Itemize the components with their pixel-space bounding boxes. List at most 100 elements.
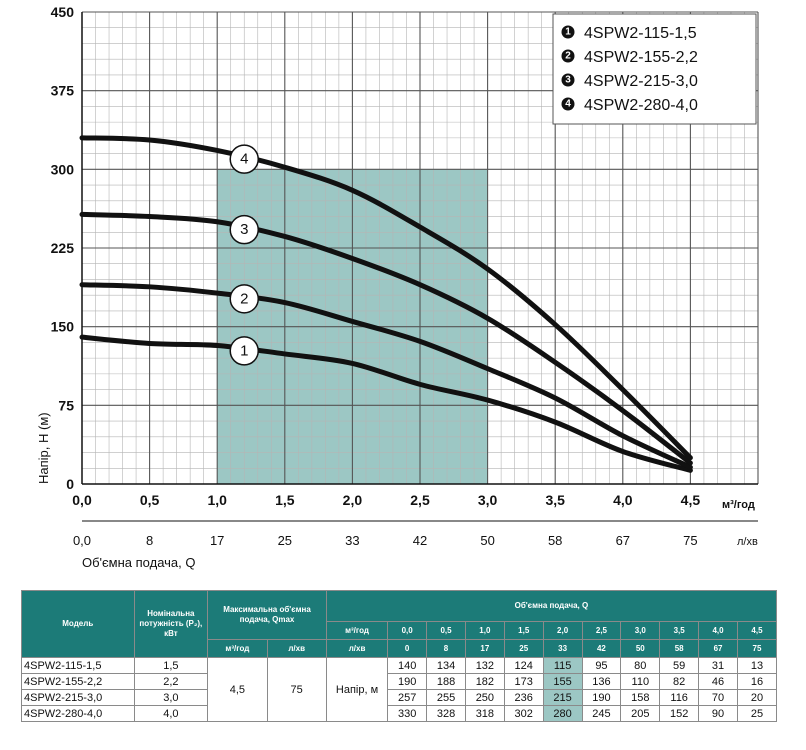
table-row: 4SPW2-215-3,0 3,0 257 255 250 236 215 190 158 116… — [21, 689, 778, 706]
legend: 1 4SPW2-115-1,5 2 4SPW2-155-2,2 3 4SPW2-215-3… — [561, 25, 698, 114]
th-model: Модель — [21, 590, 135, 658]
spec-table: Модель Номінальна потужність (P₂), кВт М… — [21, 590, 778, 722]
curve-marker-circle — [229, 214, 259, 245]
cell-head: 280 — [542, 705, 583, 722]
y-tick-label: 375 — [51, 83, 75, 99]
curve-marker-number: 2 — [240, 290, 248, 307]
x2-tick-label: 42 — [413, 533, 427, 548]
th-flow-lmin: 8 — [426, 639, 466, 658]
cell-power: 4,0 — [133, 705, 209, 722]
th-flow-m3h: 2,5 — [581, 621, 622, 640]
x2-tick-label: 0,0 — [73, 533, 91, 548]
x-tick-labels: 0,0 0,5 1,0 1,5 2,0 2,5 3,0 3,5 4,0 4,5 — [72, 492, 700, 508]
cell-head: 90 — [698, 705, 738, 722]
th-unit-lmin: л/хв — [325, 639, 389, 658]
x2-tick-label: 8 — [146, 533, 153, 548]
th-flow-lmin: 33 — [542, 639, 583, 658]
cell-head: 136 — [581, 673, 622, 690]
cell-head: 257 — [387, 689, 428, 706]
legend-item: 4SPW2-155-2,2 — [584, 49, 698, 66]
x2-tick-label: 67 — [616, 533, 630, 548]
cell-head: 152 — [659, 705, 700, 722]
curve-4 — [79, 135, 693, 461]
x2-tick-label: 25 — [278, 533, 292, 548]
cell-head: 115 — [542, 657, 583, 674]
th-flow-m3h: 4,5 — [736, 621, 778, 640]
legend-marker — [561, 97, 575, 111]
th-flow-m3h: 2,0 — [542, 621, 583, 640]
y-axis-title: Напір, Н (м) — [36, 412, 51, 484]
y-tick-label: 150 — [51, 319, 75, 335]
th-flow-m3h: 0,0 — [387, 621, 428, 640]
legend-item: 4SPW2-280-4,0 — [584, 97, 698, 114]
x2-tick-label: 58 — [548, 533, 562, 548]
cell-head: 20 — [736, 689, 778, 706]
th-flow-lmin: 42 — [581, 639, 622, 658]
y-tick-label: 300 — [51, 161, 75, 177]
x-tick-label: 2,0 — [343, 492, 363, 508]
cell-head: 31 — [698, 657, 738, 674]
cell-head: 173 — [503, 673, 544, 690]
cell-head: 255 — [426, 689, 466, 706]
cell-head: 328 — [426, 705, 466, 722]
x-tick-label: 3,0 — [478, 492, 498, 508]
x-tick-label: 3,5 — [545, 492, 565, 508]
curve-marker-number: 3 — [240, 221, 248, 238]
x-tick-label: 2,5 — [410, 492, 430, 508]
th-flow-m3h: 3,0 — [620, 621, 661, 640]
legend-marker — [561, 49, 575, 63]
cell-head: 132 — [464, 657, 505, 674]
th-flow-lmin: 0 — [387, 639, 428, 658]
cell-head: 70 — [698, 689, 738, 706]
th-qmax: Максимальна об'ємна подача, Qmax — [207, 590, 327, 640]
curve-2 — [79, 282, 693, 470]
cell-head: 188 — [426, 673, 466, 690]
cell-qmax-m3h: 4,5 — [207, 657, 268, 722]
y-tick-label: 75 — [58, 397, 74, 413]
cell-head: 302 — [503, 705, 544, 722]
cell-head: 330 — [387, 705, 428, 722]
y-tick-label: 450 — [51, 4, 75, 20]
cell-power: 3,0 — [133, 689, 209, 706]
th-power: Номінальна потужність (P₂), кВт — [133, 590, 209, 658]
legend-item: 4SPW2-115-1,5 — [584, 25, 697, 42]
cell-model: 4SPW2-280-4,0 — [21, 705, 135, 722]
cell-head: 155 — [542, 673, 583, 690]
cell-head: 95 — [581, 657, 622, 674]
table-row: 4SPW2-280-4,0 4,0 330 328 318 302 280 245 205 152… — [21, 705, 778, 722]
cell-power: 2,2 — [133, 673, 209, 690]
cell-head: 158 — [620, 689, 661, 706]
x-tick-label: 0,0 — [72, 492, 92, 508]
th-unit-m3h: м³/год — [325, 621, 389, 640]
th-flow-lmin: 25 — [503, 639, 544, 658]
legend-item: 4SPW2-215-3,0 — [584, 73, 698, 90]
cell-head: 116 — [659, 689, 700, 706]
cell-head: 215 — [542, 689, 583, 706]
legend-marker-number: 3 — [565, 75, 571, 86]
legend-marker-number: 4 — [565, 99, 571, 110]
th-flow-m3h: 4,0 — [698, 621, 738, 640]
curve-marker-circle — [229, 336, 259, 366]
grid-major — [82, 11, 759, 484]
cell-head: 13 — [736, 657, 778, 674]
curves — [79, 135, 693, 473]
y-tick-label: 225 — [51, 240, 75, 256]
curve-marker-number: 4 — [240, 151, 248, 168]
cell-head: 134 — [426, 657, 466, 674]
th-flow-m3h: 0,5 — [426, 621, 466, 640]
x2-tick-labels: 0,0 8 17 25 33 42 50 58 67 75 — [73, 533, 698, 548]
curve-markers: 1 2 3 4 — [229, 144, 259, 366]
legend-marker — [561, 25, 575, 39]
legend-marker — [561, 73, 575, 87]
cell-head: 236 — [503, 689, 544, 706]
x2-tick-label: 33 — [345, 533, 359, 548]
cell-head: 182 — [464, 673, 505, 690]
cell-power: 1,5 — [133, 657, 209, 674]
table-row: 4SPW2-155-2,2 2,2 190 188 182 173 155 136 110 82 4… — [21, 673, 778, 690]
cell-head: 318 — [464, 705, 505, 722]
curve-marker-circle — [229, 144, 259, 174]
cell-model: 4SPW2-115-1,5 — [21, 657, 135, 674]
curve-3 — [79, 211, 693, 466]
th-qmax-unit-m3h: м³/год — [207, 639, 268, 658]
th-flow-lmin: 75 — [736, 639, 778, 658]
